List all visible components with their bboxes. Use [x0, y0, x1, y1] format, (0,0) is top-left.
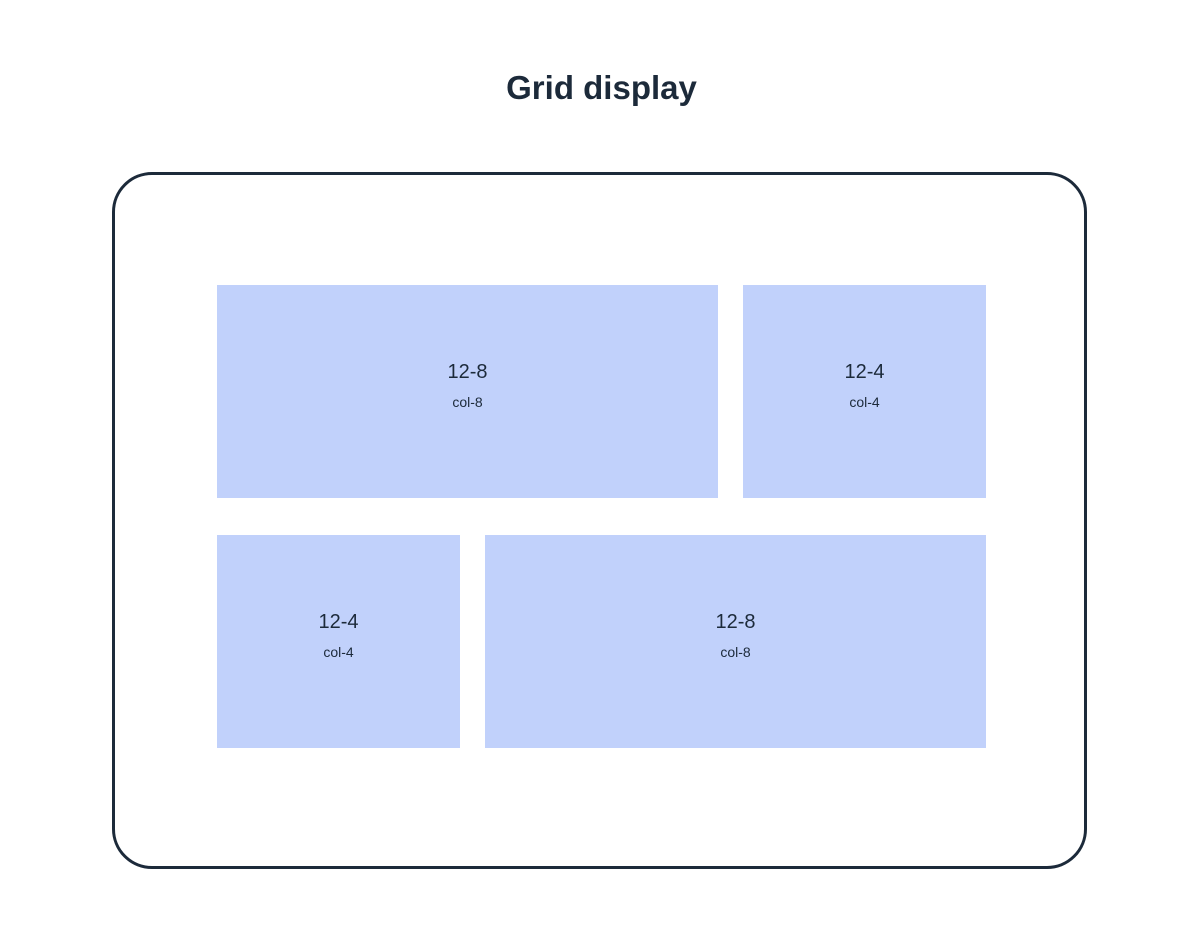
cell-subtitle: col-4 — [323, 643, 354, 660]
cell-title: 12-4 — [318, 610, 359, 633]
cell-title: 12-8 — [715, 610, 756, 633]
grid-cell-row1-col4: 12-4 col-4 — [743, 285, 986, 498]
cell-title: 12-4 — [844, 360, 885, 383]
cell-subtitle: col-8 — [720, 643, 751, 660]
grid-cell-row2-col4: 12-4 col-4 — [217, 535, 460, 748]
page-title: Grid display — [506, 69, 697, 106]
grid-cell-row2-col8: 12-8 col-8 — [485, 535, 986, 748]
grid-cell-row1-col8: 12-8 col-8 — [217, 285, 718, 498]
cell-subtitle: col-8 — [452, 393, 483, 410]
cell-subtitle: col-4 — [849, 393, 880, 410]
cell-title: 12-8 — [447, 360, 488, 383]
grid-frame — [112, 172, 1087, 869]
